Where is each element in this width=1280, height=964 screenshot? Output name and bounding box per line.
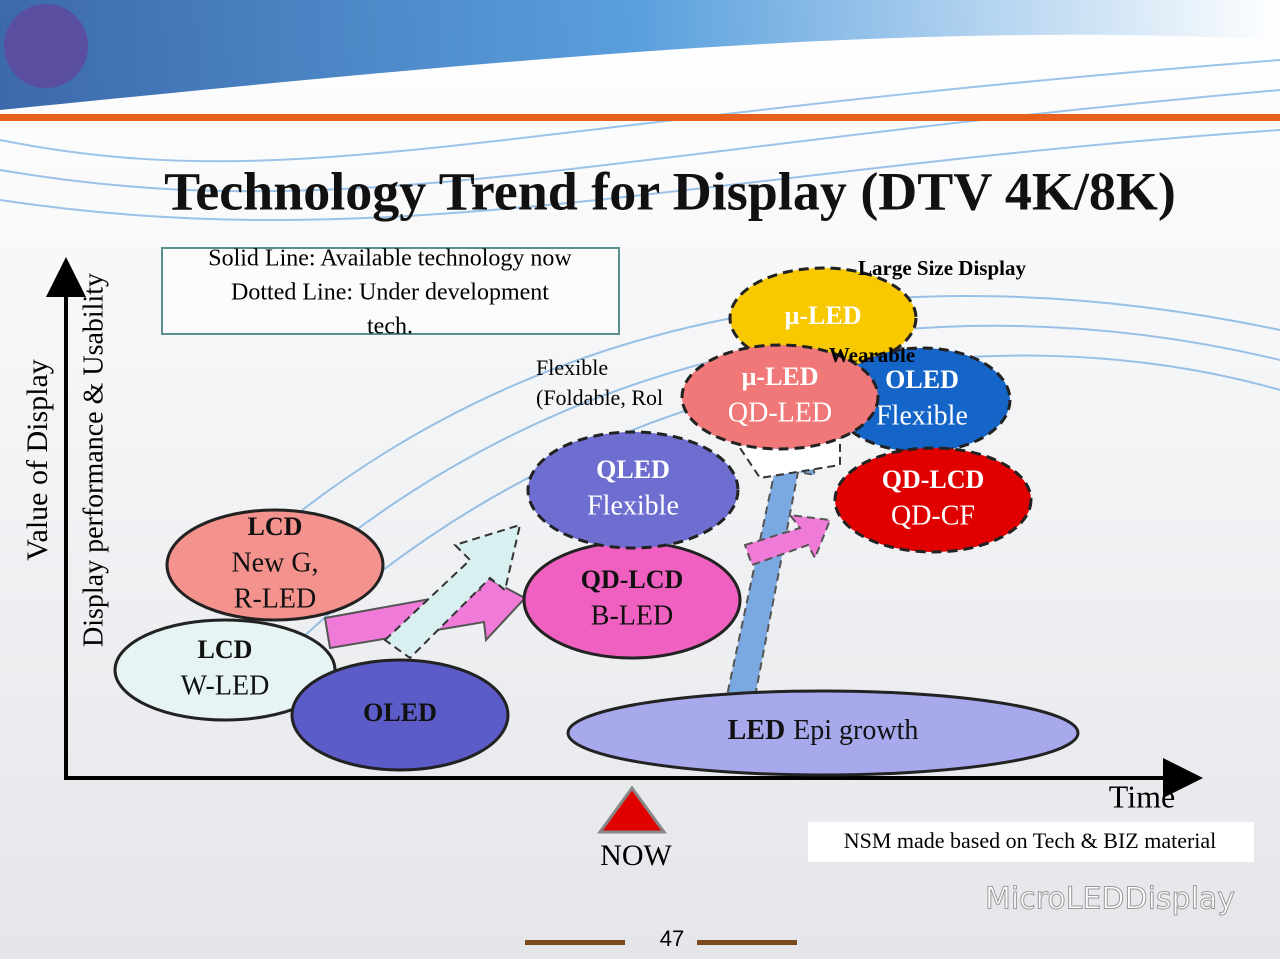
footer-rule: [525, 940, 625, 945]
node-shape: [526, 430, 740, 550]
y-axis-label: Value of Display: [21, 359, 54, 561]
node-line: QD-LED: [728, 397, 832, 428]
node-title: LCD: [198, 635, 253, 664]
y-axis-label: Display performance & Usability: [78, 273, 109, 647]
legend-line: Solid Line: Available technology now: [208, 246, 572, 272]
header-band: [0, 0, 1280, 110]
footer-rule: [697, 940, 797, 945]
annotation: Large Size Display: [858, 256, 1026, 280]
node-title: µ-LED: [741, 362, 818, 391]
node-line: R-LED: [234, 583, 316, 614]
node-title: LCD: [248, 512, 303, 541]
legend-line: Dotted Line: Under development: [231, 280, 549, 306]
node-line: Epi growth: [793, 715, 918, 746]
node-shape: [165, 508, 385, 622]
node-line: New G,: [231, 547, 318, 578]
node-shape: [566, 689, 1080, 777]
orange-rule: [0, 114, 1280, 121]
note-box: [808, 822, 1254, 862]
node-line: QD-CF: [891, 500, 975, 531]
annotation: Wearable: [829, 343, 915, 367]
node-line: Flexible: [876, 400, 968, 431]
now-label: NOW: [600, 839, 672, 872]
node-label: LED Epi growth: [728, 715, 919, 746]
arrows: [323, 428, 841, 714]
node-title: QLED: [596, 455, 670, 484]
node-title: OLED: [363, 698, 437, 727]
legend-line: tech.: [367, 314, 413, 340]
node-shape: [833, 446, 1033, 554]
node-line: B-LED: [591, 600, 673, 631]
page-number: 47: [660, 926, 684, 951]
nodes: LCD New G, R-LED LCD W-LED OLED QD-LCD B-LED QLE…: [113, 266, 1080, 777]
node-title: µ-LED: [784, 301, 861, 330]
watermark: MicroLEDDisplay: [985, 882, 1235, 917]
note: NSM made based on Tech & BIZ material: [844, 828, 1217, 853]
legend-box: [161, 247, 620, 335]
node-line: Flexible: [587, 490, 679, 521]
node-title: LED: [728, 715, 786, 746]
now-marker: [597, 785, 667, 834]
node-shape: [832, 346, 1012, 454]
node-title: OLED: [885, 365, 959, 394]
node-title: QD-LCD: [581, 565, 684, 594]
logo: [4, 4, 88, 88]
x-axis-label: Time: [1109, 778, 1175, 814]
node-shape: [290, 658, 510, 772]
node-title: QD-LCD: [882, 465, 985, 494]
annotation: (Foldable, Rol: [536, 385, 663, 410]
title: Technology Trend for Display (DTV 4K/8K): [164, 161, 1176, 221]
node-line: W-LED: [181, 670, 270, 701]
node-shape: [680, 343, 880, 451]
annotation: Flexible: [536, 355, 608, 380]
